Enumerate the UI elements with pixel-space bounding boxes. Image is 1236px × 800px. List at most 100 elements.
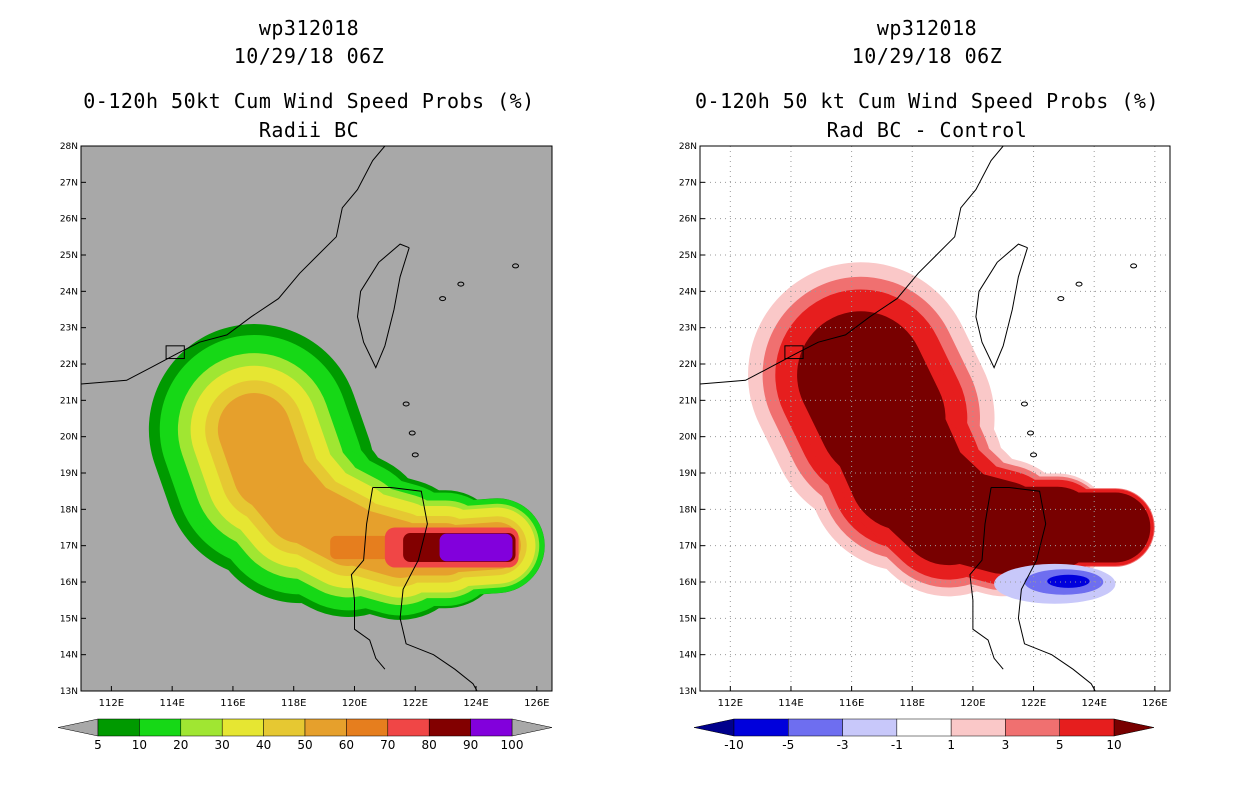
map-plot-right: 112E 114E 116E 118E 120E 122E 124E 126E13N14N15… xyxy=(679,142,1171,752)
colorbar-label: 1 xyxy=(947,738,955,752)
colorbar-swatch xyxy=(428,718,471,737)
colorbar-swatch xyxy=(97,718,140,737)
colorbar-label: 20 xyxy=(173,738,188,752)
chart-title: 0-120h 50 kt Cum Wind Speed Probs (%) xyxy=(694,89,1160,113)
colorbar-arrow-right xyxy=(1113,718,1155,737)
x-tick-label: 116E xyxy=(220,698,245,709)
coastline xyxy=(991,487,1096,691)
coastline xyxy=(356,243,410,369)
island xyxy=(1075,281,1083,287)
island xyxy=(512,263,520,269)
y-tick-label: 13N xyxy=(679,687,697,697)
y-tick-label: 28N xyxy=(679,142,697,152)
y-tick-label: 23N xyxy=(60,324,78,334)
x-tick-label: 116E xyxy=(839,698,864,709)
coastline xyxy=(372,487,478,691)
colorbar-label: 3 xyxy=(1002,738,1010,752)
left-panel: wp312018 10/29/18 06Z 0-120h 50kt Cum Wi… xyxy=(57,16,553,752)
y-tick-label: 21N xyxy=(679,396,697,406)
colorbar-label: -3 xyxy=(837,738,849,752)
y-tick-label: 26N xyxy=(679,215,697,225)
colorbar-label: 70 xyxy=(380,738,395,752)
y-tick-label: 18N xyxy=(679,505,697,515)
datetime: 10/29/18 06Z xyxy=(233,44,385,68)
y-tick-label: 20N xyxy=(60,433,78,443)
island xyxy=(411,452,419,458)
y-tick-label: 20N xyxy=(679,433,697,443)
colorbar-swatch xyxy=(387,718,430,737)
chart-title: 0-120h 50kt Cum Wind Speed Probs (%) xyxy=(83,89,535,113)
colorbar-label: 10 xyxy=(1106,738,1121,752)
colorbar-label: 80 xyxy=(422,738,437,752)
plot-frame xyxy=(80,145,553,692)
island xyxy=(1057,296,1065,302)
colorbar-swatch xyxy=(733,718,789,737)
y-tick-label: 18N xyxy=(60,505,78,515)
y-tick-label: 16N xyxy=(679,578,697,588)
x-tick-label: 126E xyxy=(1142,698,1167,709)
plot-frame xyxy=(699,145,1171,692)
map-plot-left: 112E 114E 116E 118E 120E 122E 124E 126E 13N 14N 15… xyxy=(57,142,553,752)
colorbar-swatch xyxy=(1005,718,1060,737)
y-tick-label: 28N xyxy=(60,142,78,152)
colorbar-label: 100 xyxy=(501,738,524,752)
y-tick-label: 23N xyxy=(679,324,697,334)
colorbar-swatch xyxy=(263,718,306,737)
y-tick-label: 27N xyxy=(60,178,78,188)
colorbar-swatch xyxy=(842,718,898,737)
y-tick-label: 24N xyxy=(679,287,697,297)
x-tick-label: 114E xyxy=(159,698,184,709)
neg-contour--5 xyxy=(1047,574,1090,588)
x-tick-label: 118E xyxy=(281,698,306,709)
y-tick-label: 25N xyxy=(679,251,697,261)
prob-band-90 xyxy=(439,533,513,562)
y-tick-label: 22N xyxy=(60,360,78,370)
colorbar-label: 5 xyxy=(1056,738,1064,752)
x-tick-label: 122E xyxy=(403,698,428,709)
colorbar-label: 50 xyxy=(297,738,312,752)
island xyxy=(408,430,416,436)
colorbar-label: -1 xyxy=(891,738,903,752)
colorbar-label: -10 xyxy=(724,738,744,752)
island xyxy=(1030,452,1038,458)
colorbar-label: 30 xyxy=(215,738,230,752)
storm-id: wp312018 xyxy=(258,16,360,40)
datetime: 10/29/18 06Z xyxy=(851,44,1003,68)
colorbar-swatch xyxy=(180,718,223,737)
y-tick-label: 14N xyxy=(60,651,78,661)
y-tick-label: 21N xyxy=(60,396,78,406)
y-tick-label: 13N xyxy=(60,687,78,697)
x-tick-label: 126E xyxy=(524,698,549,709)
colorbar-swatch xyxy=(470,718,513,737)
hong-kong-box xyxy=(784,345,804,360)
x-tick-label: 122E xyxy=(1021,698,1046,709)
x-tick-label: 112E xyxy=(718,698,743,709)
colorbar-label: 40 xyxy=(256,738,271,752)
x-tick-label: 124E xyxy=(1081,698,1106,709)
y-tick-label: 27N xyxy=(679,178,697,188)
colorbar-swatch xyxy=(896,718,952,737)
coastline xyxy=(969,487,1004,670)
colorbar-label: 90 xyxy=(463,738,478,752)
colorbar-label: 5 xyxy=(94,738,102,752)
island xyxy=(1020,401,1028,407)
y-tick-label: 17N xyxy=(679,542,697,552)
colorbar-arrow-left xyxy=(693,718,735,737)
island xyxy=(1130,263,1138,269)
colorbar-swatch xyxy=(1059,718,1115,737)
x-tick-label: 120E xyxy=(960,698,985,709)
colorbar-swatch xyxy=(788,718,843,737)
coastline xyxy=(350,487,386,670)
chart-subtitle: Radii BC xyxy=(258,118,360,142)
x-tick-label: 120E xyxy=(342,698,367,709)
colorbar-label: -5 xyxy=(782,738,794,752)
y-tick-label: 15N xyxy=(679,614,697,624)
colorbar-swatch xyxy=(346,718,389,737)
colorbar-swatch xyxy=(139,718,182,737)
y-tick-label: 19N xyxy=(60,469,78,479)
island xyxy=(439,296,447,302)
y-tick-label: 22N xyxy=(679,360,697,370)
island xyxy=(402,401,410,407)
y-tick-label: 17N xyxy=(60,542,78,552)
x-tick-label: 124E xyxy=(463,698,488,709)
